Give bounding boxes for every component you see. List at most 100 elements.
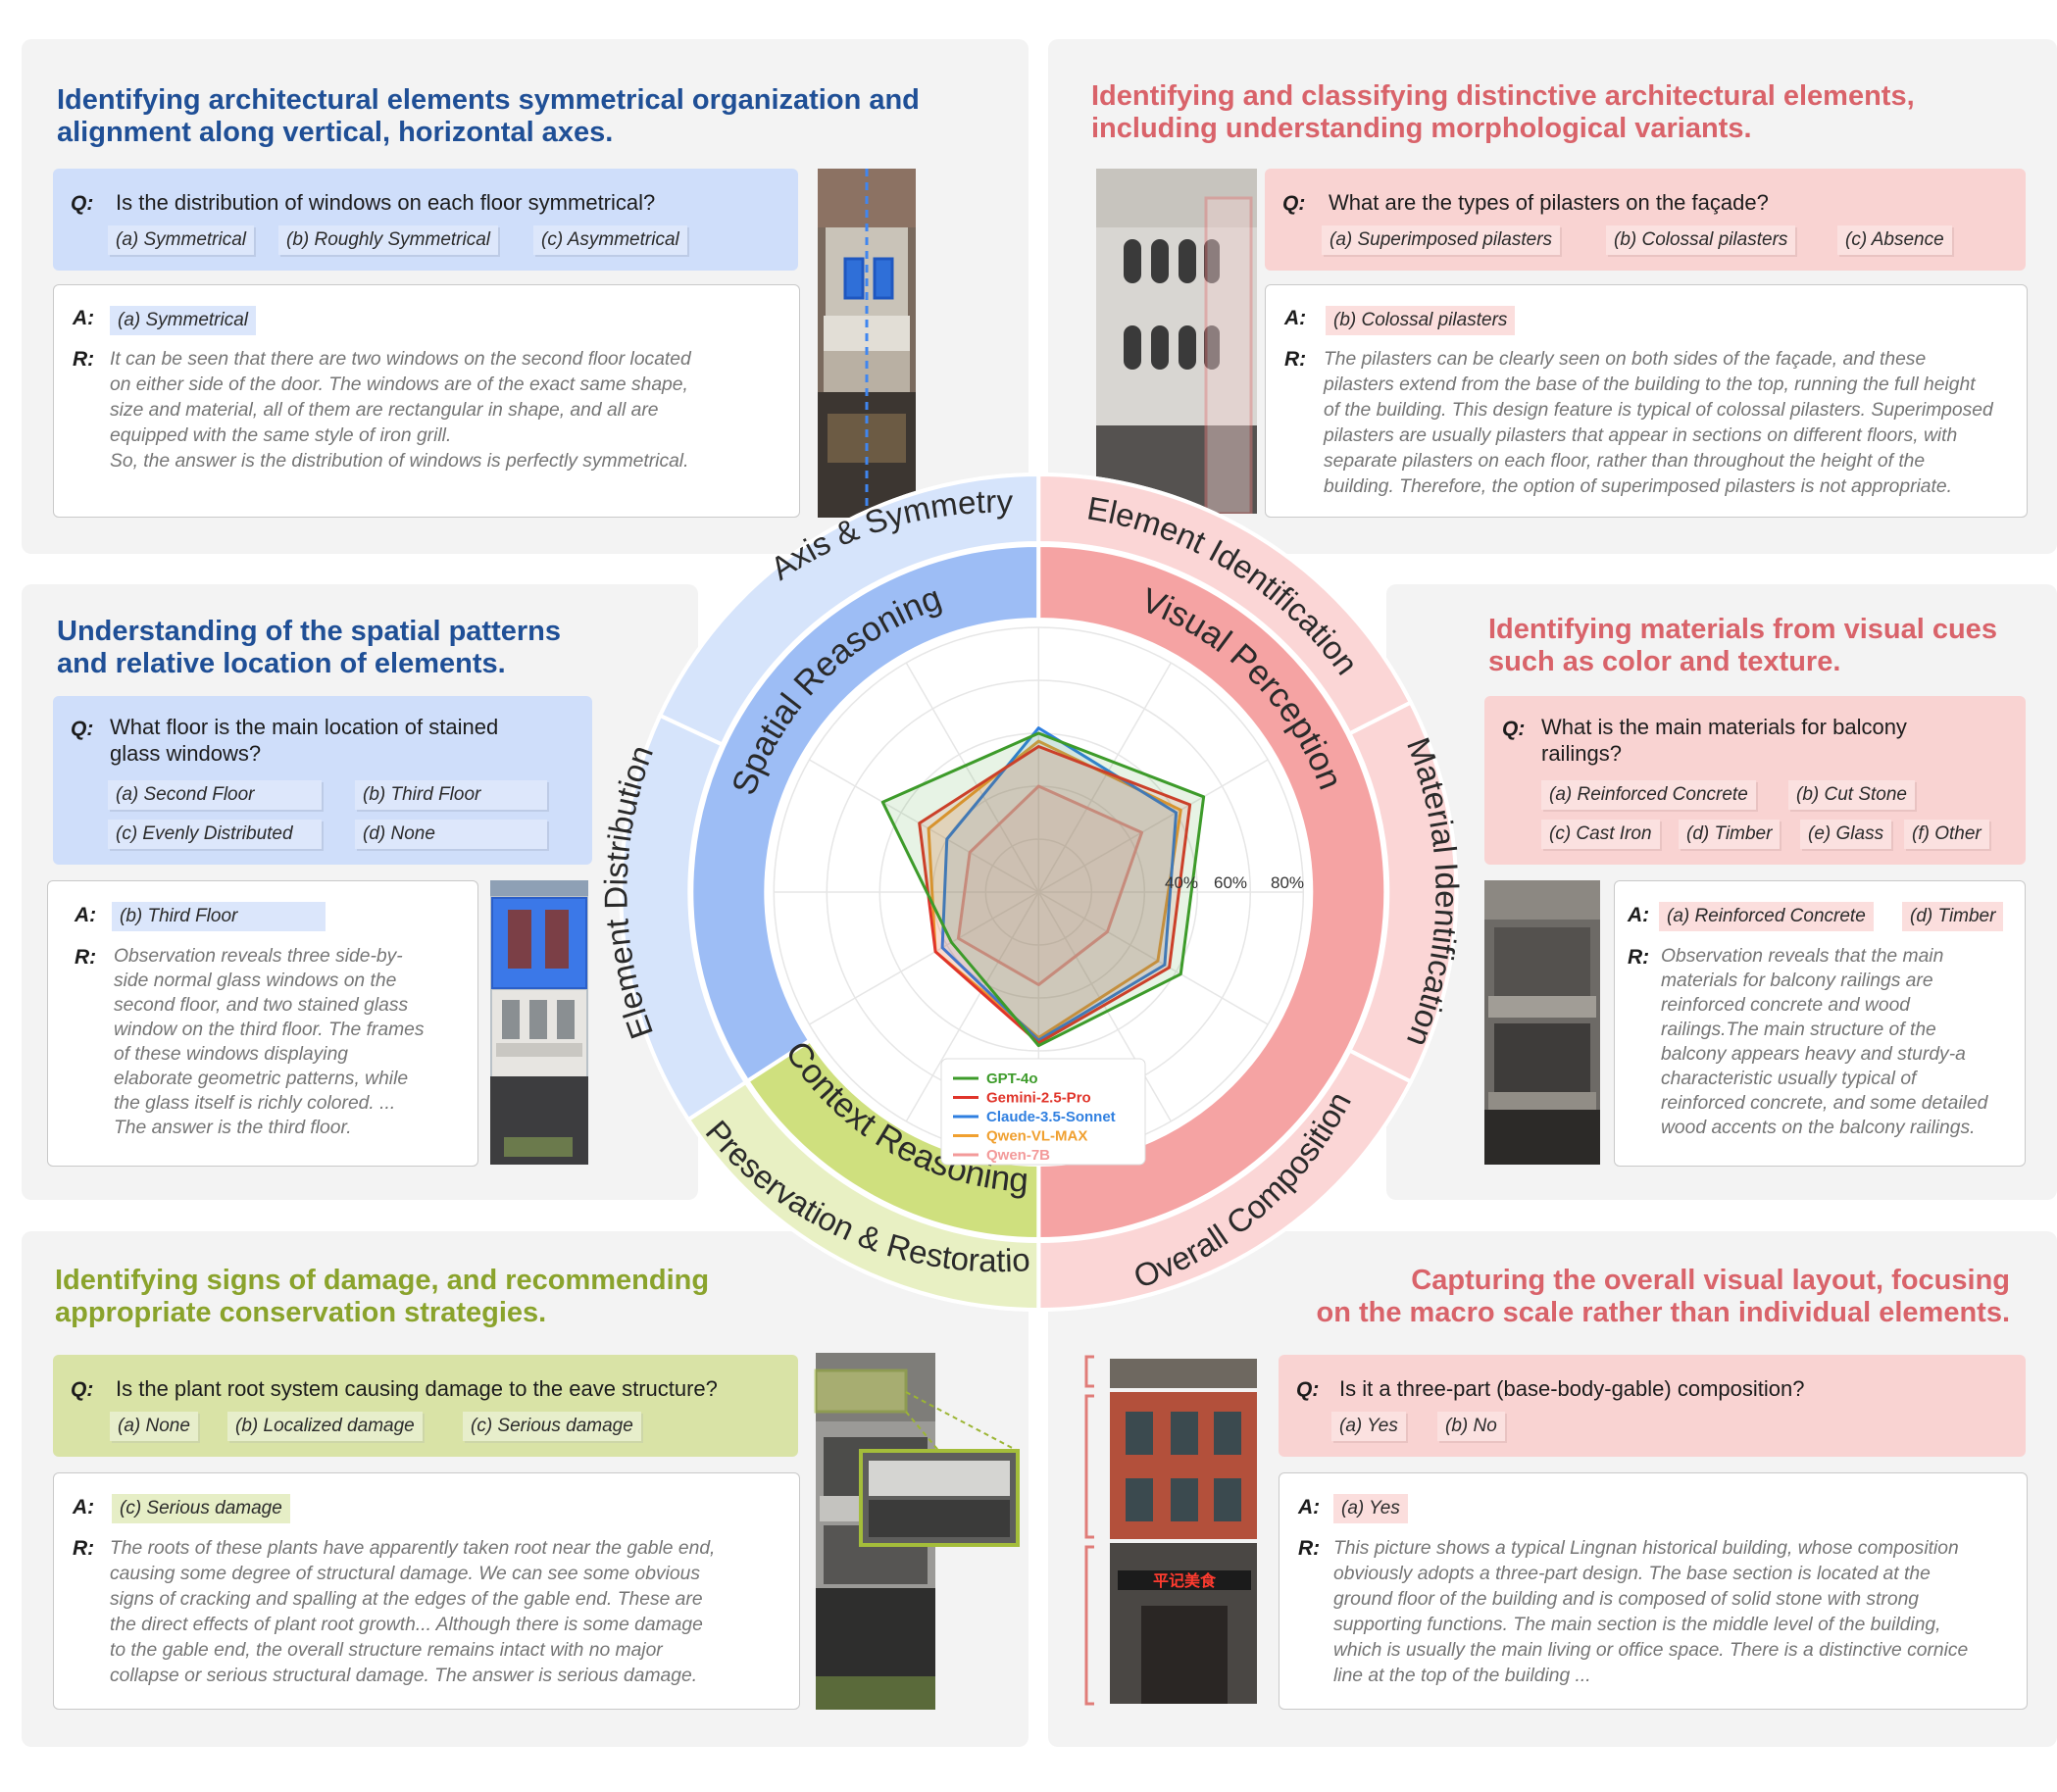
reasoning-text: It can be seen that there are two window… [110,349,691,472]
radar-grid-ring [931,785,1146,999]
building-photo-pilasters [1096,169,1257,514]
building-photo-damage [810,1353,1022,1710]
segment-spatial-reasoning [689,542,1041,1084]
building-photo-composition: 平记美食 [1082,1353,1261,1708]
option-c[interactable]: (c) Evenly Distributed [108,820,322,849]
a-label: A: [1284,307,1307,329]
q-label: Q: [71,192,94,215]
radar-grid [773,626,1305,1158]
legend-label: Claude-3.5-Sonnet [986,1109,1116,1125]
panel-title-damage: Identifying signs of damage, and recomme… [55,1265,710,1328]
inner-label-visual-perception: Visual Perception [1136,581,1350,795]
option-e[interactable]: (e) Glass [1800,820,1892,849]
question-text: What are the types of pilasters on the f… [1329,190,1769,215]
reasoning-text: Observation reveals that the main materia… [1661,946,1988,1138]
legend-label: Qwen-7B [986,1147,1050,1164]
inner-label-context-reasoning: Context Reasoning [778,1034,1029,1200]
option-b[interactable]: (b) Roughly Symmetrical [278,225,498,255]
radar-series-qwen-7b [956,784,1144,986]
answer-chip: (a) Yes [1333,1494,1408,1523]
r-label: R: [73,348,95,371]
q-label: Q: [71,718,94,740]
reasoning-text: Observation reveals three side-by-side n… [114,946,425,1138]
radar-grid-ring [826,679,1252,1105]
panel-title-pilasters: Identifying and classifying distinctive … [1091,80,1915,144]
option-f[interactable]: (f) Other [1904,820,1989,849]
a-label: A: [1628,904,1650,926]
answer-chip: (a) Reinforced Concrete [1659,902,1874,931]
option-c[interactable]: (c) Cast Iron [1541,820,1660,849]
reasoning-text: The pilasters can be clearly seen on bot… [1324,349,1993,497]
option-b[interactable]: (b) No [1437,1412,1505,1441]
radar-series-claude-3-5-sonnet [940,726,1179,1042]
inner-label-spatial-reasoning: Spatial Reasoning [725,578,946,800]
radar-tick-60: 60% [1214,873,1247,892]
answer-chip: (d) Timber [1902,902,2004,931]
option-c[interactable]: (c) Serious damage [463,1412,641,1441]
question-text: What floor is the main location of stain… [110,715,499,766]
option-a[interactable]: (a) Symmetrical [108,225,255,255]
radar-grid-ring [773,626,1305,1158]
panel-title-composition: Capturing the overall visual layout, foc… [1316,1265,2010,1328]
r-label: R: [1298,1537,1321,1560]
option-a[interactable]: (a) None [110,1412,198,1441]
option-a[interactable]: (a) Superimposed pilasters [1322,225,1561,255]
inner-ring [689,542,1388,1242]
option-c[interactable]: (c) Asymmetrical [533,225,687,255]
option-d[interactable]: (d) Timber [1679,820,1781,849]
question-box-damage [53,1355,798,1457]
building-photo-materials [1484,880,1600,1165]
a-label: A: [73,1496,95,1518]
question-text: What is the main materials for balcony ra… [1541,715,1907,766]
radar-spoke [809,759,1269,1025]
radar-grid-ring [878,732,1199,1052]
a-label: A: [73,307,95,329]
r-label: R: [75,946,97,969]
radar-spoke [905,662,1172,1122]
building-photo-symmetry [818,169,916,518]
option-b[interactable]: (b) Colossal pilasters [1606,225,1796,255]
q-label: Q: [71,1378,94,1401]
radar-legend [940,1058,1146,1166]
r-label: R: [73,1537,95,1560]
answer-chip: (b) Colossal pilasters [1326,306,1516,335]
radar-spoke [905,662,1172,1122]
option-b[interactable]: (b) Third Floor [355,780,547,810]
shop-sign: 平记美食 [1153,1571,1217,1590]
option-a[interactable]: (a) Second Floor [108,780,322,810]
answer-chip: (a) Symmetrical [110,306,257,335]
question-text: Is it a three-part (base-body-gable) com… [1339,1376,1805,1401]
outer-ring [619,472,1459,1313]
segment-context-reasoning [744,1037,1041,1242]
option-b[interactable]: (b) Cut Stone [1788,780,1915,810]
answer-chip: (c) Serious damage [112,1494,290,1523]
building-photo-spatial [490,880,588,1165]
option-a[interactable]: (a) Yes [1331,1412,1406,1441]
radar-series [880,726,1206,1048]
option-d[interactable]: (d) None [355,820,547,849]
radar-tick-80: 80% [1271,873,1304,892]
q-label: Q: [1296,1378,1320,1401]
reasoning-text: This picture shows a typical Lingnan his… [1333,1538,1969,1686]
q-label: Q: [1282,192,1306,215]
question-box-symmetry [53,169,798,271]
radar-series-qwen-vl-max [927,739,1182,1039]
legend-label: Qwen-VL-MAX [986,1128,1087,1145]
panel-title-materials: Identifying materials from visual cues su… [1488,614,1997,677]
radar-tick-40: 40% [1165,873,1198,892]
r-label: R: [1628,946,1650,969]
option-c[interactable]: (c) Absence [1837,225,1952,255]
question-text: Is the plant root system causing damage … [116,1376,718,1401]
answer-box-composition [1279,1472,2028,1710]
panel-title-spatial: Understanding of the spatial patterns and… [57,616,561,679]
r-label: R: [1284,348,1307,371]
radar-series-gemini-2-5-pro [918,745,1192,1045]
legend-label: Gemini-2.5-Pro [986,1090,1091,1107]
legend-label: GPT-4o [986,1070,1038,1087]
q-label: Q: [1502,718,1526,740]
option-a[interactable]: (a) Reinforced Concrete [1541,780,1756,810]
a-label: A: [1298,1496,1321,1518]
a-label: A: [75,904,97,926]
question-box-pilasters [1265,169,2026,271]
option-b[interactable]: (b) Localized damage [227,1412,423,1441]
